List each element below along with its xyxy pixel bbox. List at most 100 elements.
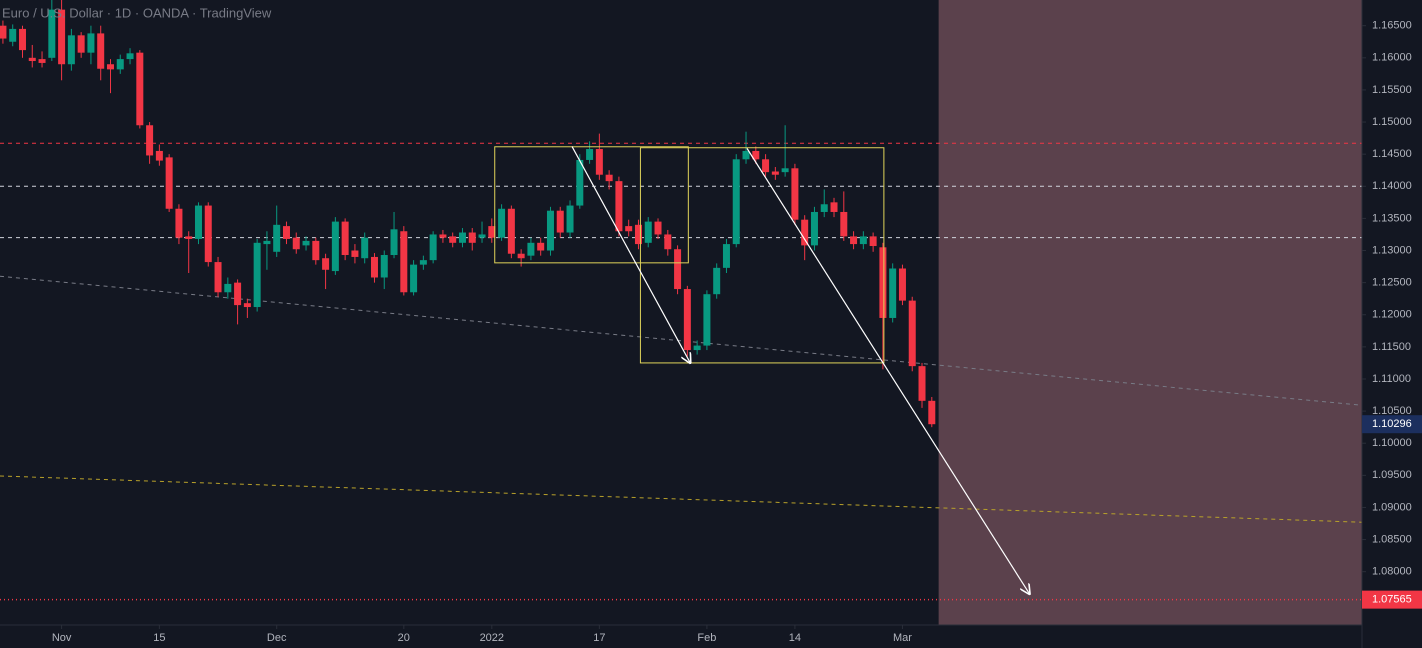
candle-body	[683, 289, 691, 351]
candle-body	[18, 28, 26, 51]
candle-body	[654, 221, 662, 235]
candle-body	[468, 232, 476, 243]
last-price-label: 1.10296	[1372, 418, 1412, 430]
candle-body	[273, 224, 281, 252]
price-label: 1.07565	[1372, 594, 1412, 606]
candle-body	[850, 236, 858, 245]
arrow	[746, 148, 1030, 594]
y-tick-label: 1.08000	[1372, 566, 1412, 578]
candle-body	[762, 159, 770, 173]
candle-body	[361, 237, 369, 259]
y-tick-label: 1.11000	[1372, 373, 1411, 385]
pattern-box	[639, 147, 885, 364]
y-tick-label: 1.14000	[1372, 180, 1412, 192]
candle-body	[713, 267, 721, 295]
candle-body	[722, 244, 730, 268]
candle-body	[292, 237, 300, 250]
candle-body	[302, 240, 310, 246]
candle-body	[791, 168, 799, 220]
candle-body	[478, 234, 486, 238]
candle-body	[801, 219, 809, 246]
candle-body	[370, 256, 378, 278]
x-tick-label: 17	[593, 632, 605, 644]
candle-body	[322, 258, 330, 270]
candle-body	[224, 283, 232, 293]
y-tick-label: 1.08500	[1372, 533, 1412, 545]
candle-body	[615, 181, 623, 232]
trend-line	[0, 475, 1363, 523]
x-tick-label: Feb	[697, 632, 716, 644]
candle-body	[556, 210, 564, 233]
candle-body	[458, 232, 466, 243]
candle-body	[312, 240, 320, 261]
y-tick-label: 1.09000	[1372, 501, 1412, 513]
candle-body	[390, 229, 398, 256]
x-tick-label: 2022	[480, 632, 504, 644]
pattern-box	[494, 146, 689, 264]
candle-body	[889, 268, 897, 318]
candle-body	[165, 157, 173, 209]
candle-body	[106, 64, 114, 70]
candle-body	[439, 234, 447, 238]
candle-body	[810, 211, 818, 246]
candle-body	[576, 159, 584, 206]
y-tick-label: 1.16000	[1372, 52, 1412, 64]
y-tick-label: 1.09500	[1372, 469, 1412, 481]
candle-body	[400, 231, 408, 293]
y-tick-label: 1.13500	[1372, 212, 1412, 224]
candle-body	[732, 159, 740, 245]
candle-body	[566, 205, 574, 233]
candle-body	[175, 208, 183, 238]
candle-body	[918, 366, 926, 401]
candle-body	[840, 211, 848, 237]
x-tick-label: 20	[398, 632, 410, 644]
y-tick-label: 1.13000	[1372, 244, 1412, 256]
candle-body	[77, 35, 85, 53]
candle-body	[488, 226, 496, 238]
candle-body	[517, 253, 525, 259]
candle-body	[419, 260, 427, 265]
candle-body	[253, 242, 261, 308]
y-tick-label: 1.11500	[1372, 341, 1411, 353]
candle-body	[194, 205, 202, 239]
candle-body	[742, 150, 750, 160]
candle-body	[674, 249, 682, 290]
candle-body	[781, 168, 789, 173]
x-tick-label: Mar	[893, 632, 912, 644]
y-tick-label: 1.15500	[1372, 84, 1412, 96]
candle-body	[586, 149, 594, 160]
candle-body	[204, 205, 212, 263]
candle-body	[507, 208, 515, 254]
candle-body	[214, 262, 222, 293]
x-tick-label: 14	[789, 632, 801, 644]
candle-body	[527, 242, 535, 256]
candle-body	[116, 59, 124, 70]
chart-title: Euro / U.S. Dollar · 1D · OANDA · Tradin…	[2, 5, 272, 20]
y-tick-label: 1.12000	[1372, 309, 1412, 321]
candle-body	[752, 150, 760, 160]
candle-body	[410, 264, 418, 293]
candle-body	[928, 400, 936, 425]
shaded-zone	[938, 0, 1362, 625]
candle-body	[693, 345, 701, 351]
candle-body	[879, 247, 887, 318]
candle-body	[429, 234, 437, 261]
candle-body	[859, 236, 867, 245]
y-tick-label: 1.10500	[1372, 405, 1412, 417]
x-tick-label: Nov	[52, 632, 72, 644]
candle-body	[898, 268, 906, 301]
candle-body	[9, 28, 17, 42]
candle-body	[634, 224, 642, 245]
candle-body	[830, 202, 838, 212]
candle-body	[282, 226, 290, 239]
candle-body	[234, 282, 242, 306]
y-tick-label: 1.12500	[1372, 277, 1412, 289]
y-tick-label: 1.15000	[1372, 116, 1412, 128]
candle-body	[625, 226, 633, 232]
candle-body	[537, 242, 545, 251]
candle-body	[58, 9, 66, 65]
candle-body	[38, 59, 46, 63]
candle-body	[869, 236, 877, 247]
candle-body	[126, 53, 134, 60]
candle-body	[498, 208, 506, 238]
